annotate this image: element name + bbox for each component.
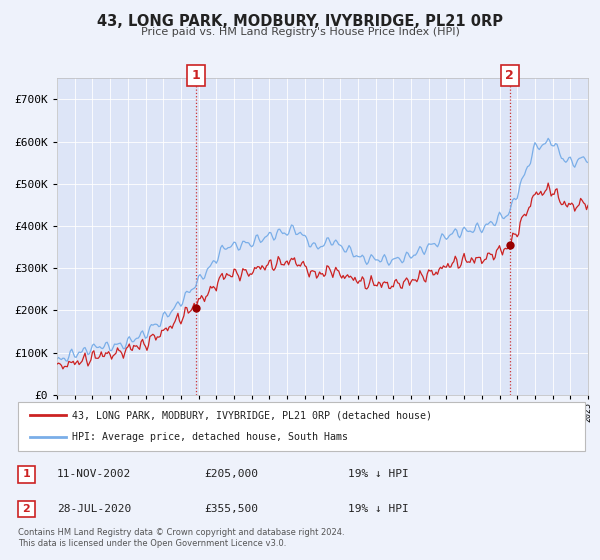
Text: 28-JUL-2020: 28-JUL-2020 (57, 504, 131, 514)
Text: 2: 2 (505, 69, 514, 82)
Text: £205,000: £205,000 (204, 469, 258, 479)
Text: 1: 1 (192, 69, 200, 82)
Text: 43, LONG PARK, MODBURY, IVYBRIDGE, PL21 0RP: 43, LONG PARK, MODBURY, IVYBRIDGE, PL21 … (97, 14, 503, 29)
Text: 19% ↓ HPI: 19% ↓ HPI (348, 469, 409, 479)
Text: 43, LONG PARK, MODBURY, IVYBRIDGE, PL21 0RP (detached house): 43, LONG PARK, MODBURY, IVYBRIDGE, PL21 … (72, 410, 432, 421)
Text: 19% ↓ HPI: 19% ↓ HPI (348, 504, 409, 514)
Text: 1: 1 (23, 469, 30, 479)
Text: 11-NOV-2002: 11-NOV-2002 (57, 469, 131, 479)
Text: Contains HM Land Registry data © Crown copyright and database right 2024.
This d: Contains HM Land Registry data © Crown c… (18, 528, 344, 548)
Text: HPI: Average price, detached house, South Hams: HPI: Average price, detached house, Sout… (72, 432, 348, 442)
Text: £355,500: £355,500 (204, 504, 258, 514)
Text: 2: 2 (23, 504, 30, 514)
Text: Price paid vs. HM Land Registry's House Price Index (HPI): Price paid vs. HM Land Registry's House … (140, 27, 460, 37)
